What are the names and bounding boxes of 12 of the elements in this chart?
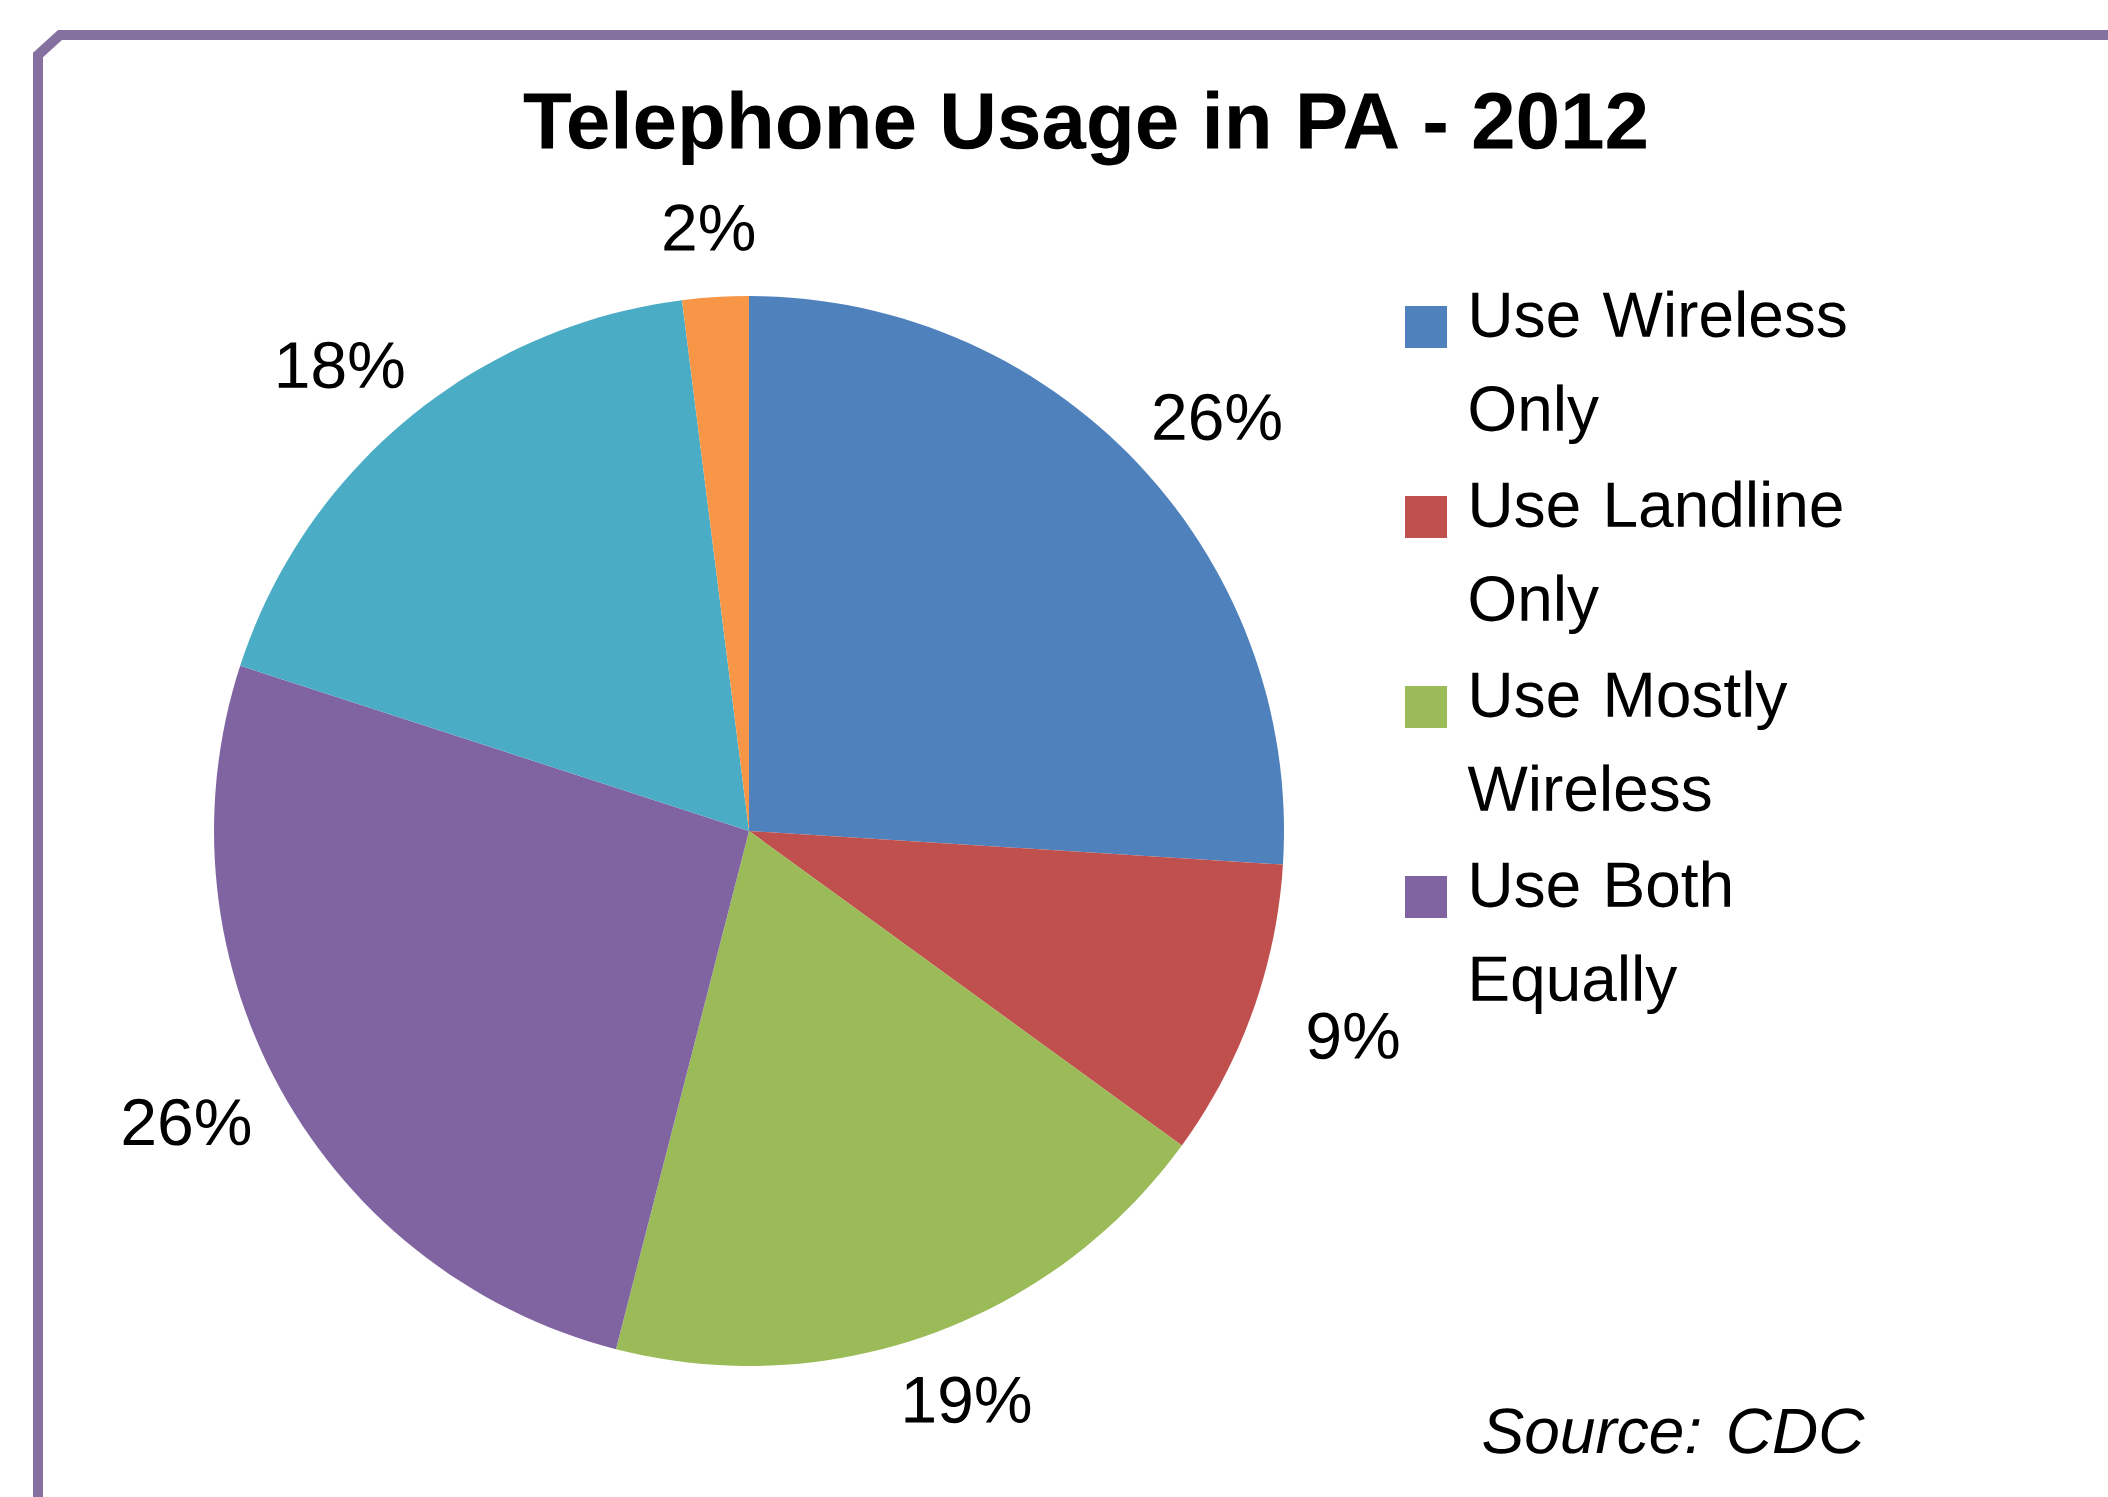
chart-title: Telephone Usage in PA - 2012 (523, 90, 1646, 166)
data-label: 2% (664, 204, 755, 251)
legend-label: Use Landline Only (1470, 480, 1842, 635)
source-note: Source: CDC (1483, 1408, 1865, 1454)
legend-label: Use Wireless Only (1470, 290, 1846, 445)
data-label: 9% (1308, 1012, 1399, 1060)
legend-label: Use Both Equally (1472, 860, 1731, 1015)
data-label: 18% (278, 341, 404, 389)
data-label: 19% (905, 1376, 1031, 1424)
data-label: 26% (123, 1098, 251, 1146)
legend-label: Use Mostly Wireless (1467, 670, 1788, 812)
data-label: 26% (1154, 393, 1281, 441)
